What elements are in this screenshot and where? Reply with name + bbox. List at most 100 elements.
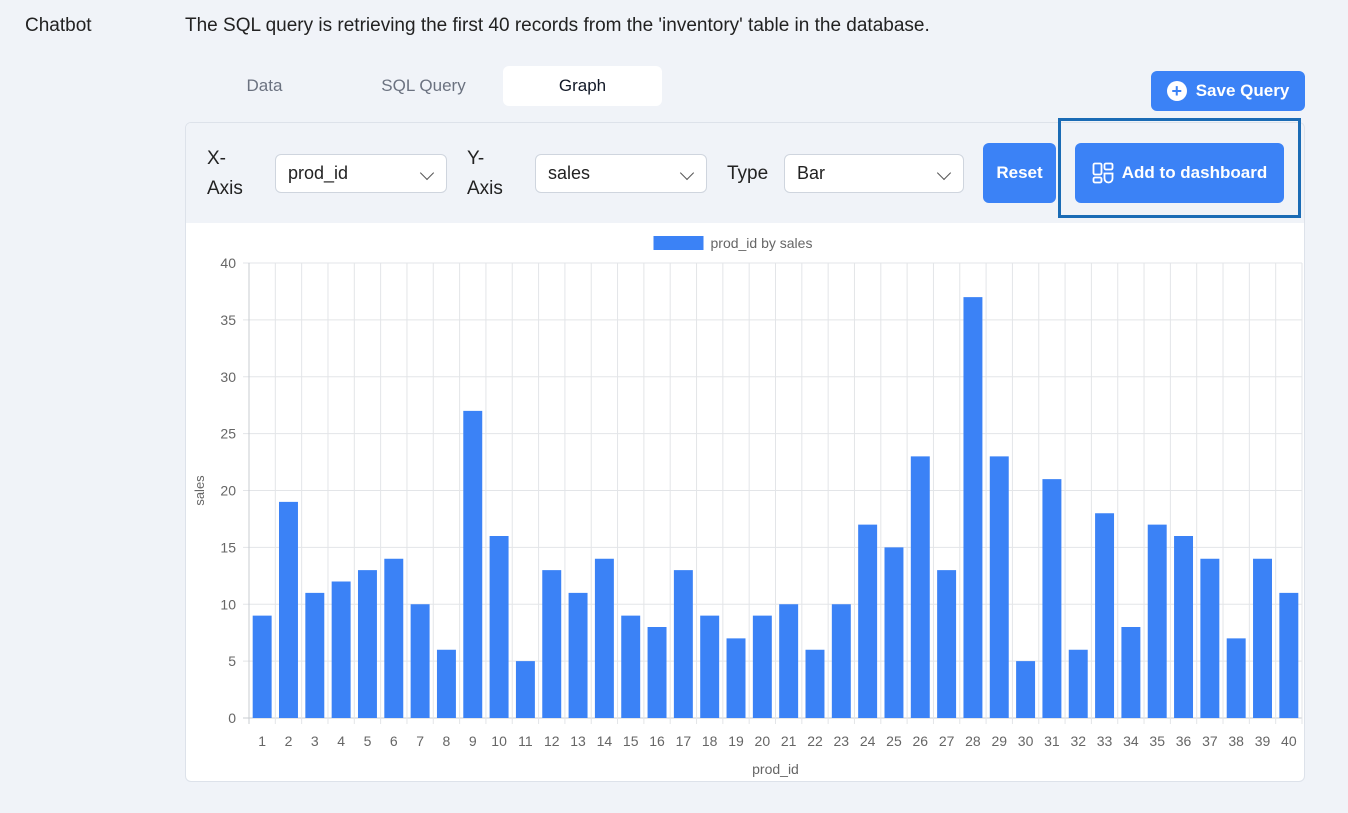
bar xyxy=(1253,558,1272,718)
bar xyxy=(515,661,535,718)
bar xyxy=(910,456,930,718)
y-tick-label: 10 xyxy=(220,596,236,612)
reset-button[interactable]: Reset xyxy=(983,143,1056,203)
x-tick-label: 20 xyxy=(755,733,771,749)
bar xyxy=(279,501,298,718)
bar xyxy=(252,615,272,718)
x-tick-label: 5 xyxy=(364,733,372,749)
bar xyxy=(700,615,720,718)
x-tick-label: 37 xyxy=(1202,733,1218,749)
x-tick-label: 17 xyxy=(676,733,692,749)
bar xyxy=(937,570,957,718)
save-query-label: Save Query xyxy=(1195,81,1290,100)
bar xyxy=(805,649,825,718)
dashboard-icon xyxy=(1092,162,1114,184)
bar xyxy=(1016,661,1036,718)
bar xyxy=(858,524,878,718)
bar xyxy=(1279,592,1299,718)
y-axis-select[interactable]: sales xyxy=(535,154,707,193)
view-tabs: Data SQL Query Graph xyxy=(185,66,662,106)
x-axis-title: prod_id xyxy=(752,761,799,777)
bar xyxy=(357,570,377,718)
x-tick-label: 35 xyxy=(1149,733,1165,749)
y-tick-label: 35 xyxy=(220,312,236,328)
x-tick-label: 9 xyxy=(469,733,477,749)
bar xyxy=(1042,479,1062,718)
x-tick-label: 19 xyxy=(728,733,744,749)
y-tick-label: 30 xyxy=(220,369,236,385)
bar xyxy=(1174,536,1194,718)
bar xyxy=(463,410,483,718)
x-axis-select[interactable]: prod_id xyxy=(275,154,447,193)
y-axis-title: sales xyxy=(192,475,207,506)
y-tick-label: 0 xyxy=(228,710,236,726)
x-tick-label: 40 xyxy=(1281,733,1297,749)
x-tick-label: 3 xyxy=(311,733,319,749)
bar xyxy=(436,649,456,718)
x-tick-label: 32 xyxy=(1070,733,1086,749)
chatbot-message: The SQL query is retrieving the first 40… xyxy=(185,15,930,36)
x-tick-label: 30 xyxy=(1018,733,1034,749)
x-tick-label: 6 xyxy=(390,733,398,749)
type-label: Type xyxy=(727,163,769,184)
bar xyxy=(568,592,588,718)
x-tick-label: 24 xyxy=(860,733,876,749)
bar xyxy=(331,581,351,718)
plus-circle-icon: + xyxy=(1166,81,1187,101)
bar xyxy=(884,547,904,718)
bar xyxy=(1147,524,1167,718)
add-to-dashboard-label: Add to dashboard xyxy=(1121,163,1268,182)
x-tick-label: 28 xyxy=(965,733,981,749)
x-tick-label: 4 xyxy=(337,733,345,749)
x-tick-label: 12 xyxy=(544,733,560,749)
tab-sql-query[interactable]: SQL Query xyxy=(381,76,466,95)
x-tick-label: 16 xyxy=(649,733,665,749)
x-axis-label: X- Axis xyxy=(207,148,243,199)
x-tick-label: 22 xyxy=(807,733,823,749)
x-tick-label: 2 xyxy=(285,733,293,749)
x-tick-label: 38 xyxy=(1228,733,1244,749)
bar xyxy=(1068,649,1088,718)
y-tick-label: 40 xyxy=(220,255,236,271)
bar xyxy=(305,592,325,718)
x-tick-label: 25 xyxy=(886,733,902,749)
graph-controls: X- Axis prod_id Y- Axis sales Type Bar R… xyxy=(186,123,1304,223)
bar xyxy=(489,536,509,718)
x-tick-label: 34 xyxy=(1123,733,1139,749)
x-tick-label: 14 xyxy=(597,733,613,749)
add-to-dashboard-button[interactable]: Add to dashboard xyxy=(1075,143,1284,203)
y-tick-label: 25 xyxy=(220,426,236,442)
x-tick-label: 36 xyxy=(1176,733,1192,749)
graph-panel: X- Axis prod_id Y- Axis sales Type Bar R… xyxy=(185,122,1305,782)
y-tick-label: 20 xyxy=(220,483,236,499)
x-tick-label: 13 xyxy=(570,733,586,749)
bar xyxy=(621,615,641,718)
bar xyxy=(752,615,772,718)
y-axis-label: Y- Axis xyxy=(467,148,503,199)
chevron-down-icon xyxy=(419,165,435,181)
y-tick-label: 15 xyxy=(220,539,236,555)
bar xyxy=(1200,558,1220,718)
x-tick-label: 29 xyxy=(991,733,1007,749)
tab-data[interactable]: Data xyxy=(246,76,283,95)
chart-type-select[interactable]: Bar xyxy=(784,154,964,193)
save-query-button[interactable]: + Save Query xyxy=(1151,71,1305,111)
bar xyxy=(1121,627,1141,718)
bar xyxy=(673,570,693,718)
bar xyxy=(594,558,614,718)
bar xyxy=(989,456,1009,718)
bar xyxy=(963,297,983,718)
x-tick-label: 10 xyxy=(491,733,507,749)
x-tick-label: 15 xyxy=(623,733,639,749)
x-tick-label: 31 xyxy=(1044,733,1060,749)
chevron-down-icon xyxy=(936,165,952,181)
x-tick-label: 21 xyxy=(781,733,797,749)
bar xyxy=(384,558,404,718)
bar xyxy=(542,570,562,718)
legend-label: prod_id by sales xyxy=(711,235,813,251)
x-tick-label: 11 xyxy=(518,733,533,749)
x-tick-label: 33 xyxy=(1097,733,1113,749)
bar xyxy=(647,627,667,718)
tab-graph[interactable]: Graph xyxy=(503,66,662,106)
